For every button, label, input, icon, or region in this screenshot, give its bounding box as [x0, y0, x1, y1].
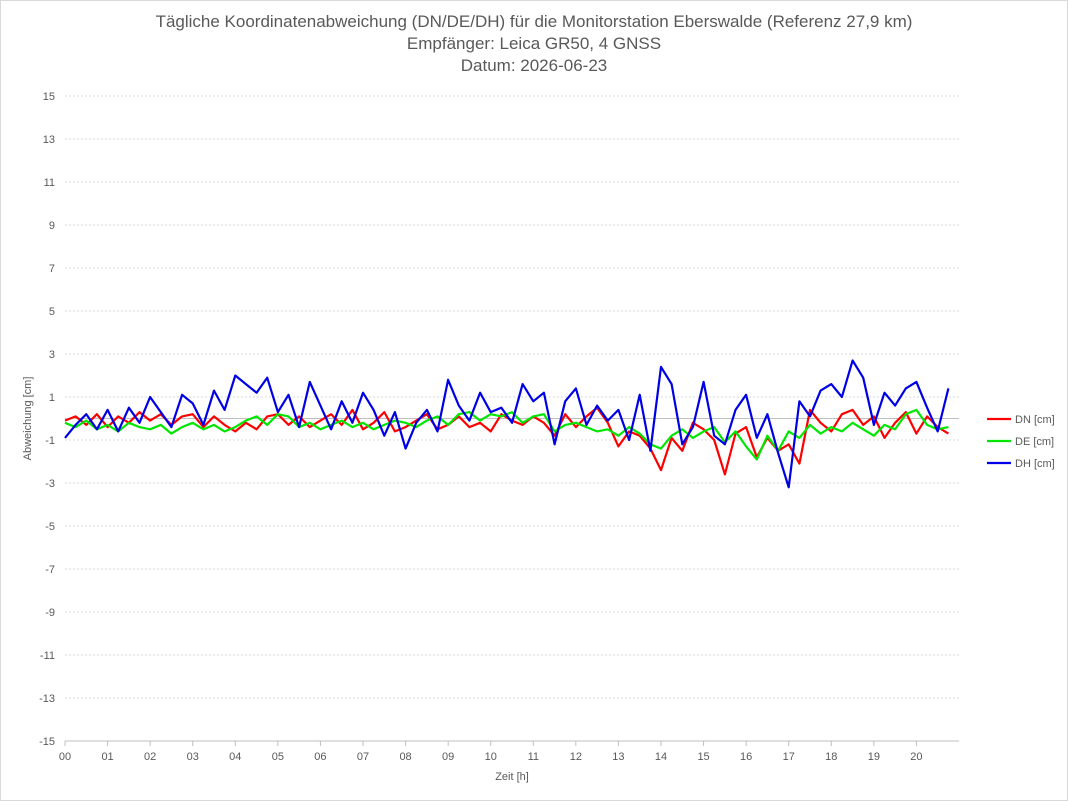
chart-title: Tägliche Koordinatenabweichung (DN/DE/DH…: [155, 12, 913, 31]
legend-label: DH [cm]: [1015, 458, 1055, 470]
y-tick-label: 11: [44, 177, 55, 189]
x-tick-label: 05: [272, 751, 284, 763]
y-tick-label: -5: [45, 521, 55, 533]
x-axis-title: Zeit [h]: [495, 771, 529, 783]
y-tick-label: -3: [45, 478, 55, 490]
y-tick-label: -1: [45, 435, 55, 447]
x-tick-label: 20: [910, 751, 922, 763]
series-line-dh: [64, 359, 950, 489]
x-tick-label: 01: [101, 751, 113, 763]
y-tick-label: 3: [49, 349, 55, 361]
x-tick-label: 06: [314, 751, 326, 763]
x-tick-label: 11: [528, 751, 539, 763]
series-line-dn: [64, 406, 949, 476]
x-tick-label: 18: [825, 751, 837, 763]
x-tick-labels: 00 01 02 03 04 05 06 07 08 09 10 11 12 13 14 15 16 17 18 19…: [59, 741, 923, 763]
y-tick-label: 7: [49, 263, 55, 275]
x-tick-label: 17: [783, 751, 795, 763]
y-tick-label: 13: [43, 134, 55, 146]
x-tick-label: 16: [740, 751, 752, 763]
legend: DN [cm] DE [cm] DH [cm]: [987, 414, 1055, 470]
x-tick-label: 04: [229, 751, 241, 763]
legend-label: DN [cm]: [1015, 414, 1055, 426]
x-tick-label: 09: [442, 751, 454, 763]
y-tick-label: 15: [43, 91, 55, 103]
x-tick-label: 15: [697, 751, 709, 763]
x-tick-label: 07: [357, 751, 369, 763]
gridlines: [65, 95, 959, 742]
x-tick-label: 08: [399, 751, 411, 763]
y-tick-label: -7: [45, 564, 55, 576]
y-tick-label: -9: [45, 607, 55, 619]
x-tick-label: 10: [485, 751, 497, 763]
chart-titles: Tägliche Koordinatenabweichung (DN/DE/DH…: [1, 11, 1067, 77]
y-tick-label: -15: [39, 736, 55, 748]
y-tick-label: 5: [49, 306, 55, 318]
legend-label: DE [cm]: [1015, 436, 1054, 448]
y-tick-label: 1: [49, 392, 55, 404]
x-tick-label: 00: [59, 751, 71, 763]
x-tick-label: 13: [612, 751, 624, 763]
series-lines: [64, 359, 950, 489]
x-tick-label: 03: [187, 751, 199, 763]
y-tick-label: -13: [39, 693, 55, 705]
y-axis-title: Abweichung [cm]: [22, 377, 34, 461]
y-tick-labels: 15 13 11 9 7 5 3 1 -1 -3 -5 -7 -9 -11 -13 -15: [39, 91, 55, 748]
x-tick-label: 12: [570, 751, 582, 763]
x-tick-label: 19: [868, 751, 880, 763]
y-tick-label: -11: [40, 650, 55, 662]
y-tick-label: 9: [49, 220, 55, 232]
chart-date: Datum: 2026-06-23: [460, 56, 608, 75]
x-tick-label: 14: [655, 751, 667, 763]
x-tick-label: 02: [144, 751, 156, 763]
chart-subtitle: Empfänger: Leica GR50, 4 GNSS: [406, 34, 662, 53]
